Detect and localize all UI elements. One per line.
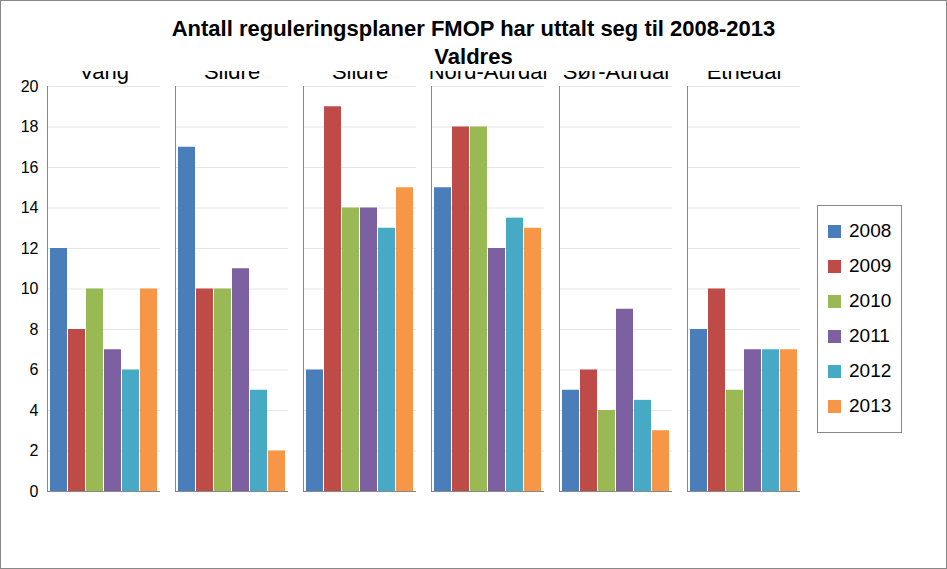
svg-text:8: 8 [30,321,39,338]
svg-text:14: 14 [21,199,39,216]
svg-text:20: 20 [21,78,39,95]
html-text:2010: 2010 [849,290,892,311]
svg-text:ØystreSlidre: ØystreSlidre [200,71,265,84]
svg-text:6: 6 [30,361,39,378]
svg-text:Etnedal: Etnedal [707,71,782,84]
svg-text:12: 12 [21,240,39,257]
html-text:Antall reguleringsplaner FMOP: Antall reguleringsplaner FMOP har uttalt… [171,16,776,41]
svg-text:VestreSlidre: VestreSlidre [329,71,391,84]
html-text:2008: 2008 [849,220,892,241]
svg-text:0: 0 [30,483,39,500]
svg-text:16: 16 [21,159,39,176]
html-text:Valdres: Valdres [434,44,513,69]
svg-text:Nord-Aurdal: Nord-Aurdal [429,71,548,84]
svg-text:18: 18 [21,118,39,135]
html-text:2012: 2012 [849,360,892,381]
html-text:2011: 2011 [849,325,890,346]
svg-text:Vang: Vang [79,71,129,84]
html-text:2009: 2009 [849,255,892,276]
svg-text:Sør-Aurdal: Sør-Aurdal [563,71,669,84]
svg-text:10: 10 [21,280,39,297]
html-text:2013: 2013 [849,395,892,416]
svg-text:2: 2 [30,442,39,459]
svg-text:4: 4 [30,402,39,419]
